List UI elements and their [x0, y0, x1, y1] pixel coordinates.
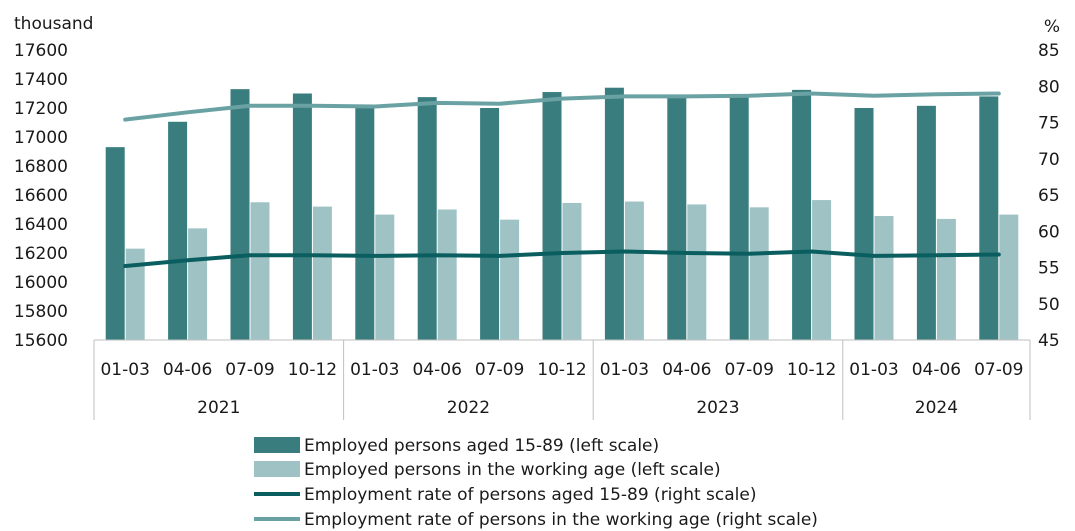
left-tick-label: 17200 — [14, 99, 68, 119]
line-rate-15-89 — [123, 249, 1001, 268]
bar-series — [105, 87, 1019, 341]
left-tick-label: 17000 — [14, 128, 68, 148]
line-rate-working-age — [123, 91, 1001, 122]
bar-employed-working-age — [999, 214, 1019, 340]
x-tick-label: 10-12 — [288, 360, 337, 380]
legend-label: Employment rate of persons in the workin… — [304, 510, 818, 530]
bar-employed-15-89 — [667, 95, 687, 340]
left-tick-label: 16800 — [14, 157, 68, 177]
bar-employed-working-age — [749, 207, 769, 340]
x-tick-label: 07-09 — [225, 360, 274, 380]
left-tick-label: 15800 — [14, 302, 68, 322]
x-tick-label: 04-06 — [163, 360, 212, 380]
left-tick-label: 15600 — [14, 331, 68, 351]
bar-employed-working-age — [437, 209, 457, 340]
x-tick-label: 10-12 — [787, 360, 836, 380]
x-tick-label: 04-06 — [662, 360, 711, 380]
bar-employed-working-age — [188, 228, 208, 340]
left-axis-unit: thousand — [14, 14, 93, 34]
bar-employed-15-89 — [542, 92, 562, 340]
bar-employed-15-89 — [230, 89, 250, 341]
bar-employed-working-age — [500, 219, 520, 340]
bar-employed-working-age — [375, 214, 395, 340]
bar-employed-working-age — [125, 248, 145, 340]
legend-label: Employed persons in the working age (lef… — [304, 460, 721, 480]
x-tick-label: 01-03 — [100, 360, 149, 380]
bar-employed-working-age — [936, 218, 956, 340]
x-tick-label: 10-12 — [537, 360, 586, 380]
bar-employed-15-89 — [979, 96, 999, 341]
right-tick-label: 55 — [1038, 259, 1060, 279]
right-tick-label: 85 — [1038, 41, 1060, 61]
bar-employed-working-age — [624, 201, 644, 340]
right-tick-label: 75 — [1038, 114, 1060, 134]
left-tick-label: 17400 — [14, 70, 68, 90]
x-tick-label: 07-09 — [724, 360, 773, 380]
bar-employed-working-age — [812, 200, 832, 340]
legend-label: Employed persons aged 15-89 (left scale) — [304, 436, 659, 456]
left-tick-label: 17600 — [14, 41, 68, 61]
left-tick-label: 16600 — [14, 186, 68, 206]
bar-employed-working-age — [562, 202, 582, 340]
year-label: 2022 — [447, 398, 490, 418]
year-label: 2021 — [197, 398, 240, 418]
legend-label: Employment rate of persons aged 15-89 (r… — [304, 485, 756, 505]
left-tick-label: 16400 — [14, 215, 68, 235]
left-axis-ticks: 15600 15800 16000 16200 16400 16600 16800 17000… — [14, 41, 68, 351]
bar-employed-15-89 — [417, 97, 437, 340]
bar-employed-15-89 — [916, 105, 936, 340]
x-tick-label: 01-03 — [849, 360, 898, 380]
x-axis: 01-03 04-06 07-09 10-12 01-03 04-06 07-09 10-12… — [93, 339, 1031, 420]
bar-employed-working-age — [687, 204, 707, 340]
year-label: 2023 — [696, 398, 739, 418]
bar-employed-15-89 — [168, 121, 188, 341]
bar-employed-15-89 — [355, 105, 375, 340]
right-tick-label: 80 — [1038, 77, 1060, 97]
x-tick-label: 01-03 — [600, 360, 649, 380]
right-axis-ticks: 45 50 55 60 65 70 75 80 85 — [1038, 41, 1060, 351]
year-label: 2024 — [915, 398, 958, 418]
bar-employed-15-89 — [729, 94, 749, 340]
bar-employed-working-age — [250, 202, 270, 340]
bar-employed-15-89 — [105, 147, 125, 340]
line-series — [123, 91, 1001, 268]
right-tick-label: 50 — [1038, 295, 1060, 315]
left-tick-label: 16200 — [14, 244, 68, 264]
right-tick-label: 65 — [1038, 186, 1060, 206]
x-tick-label: 01-03 — [350, 360, 399, 380]
right-axis-unit: % — [1044, 17, 1060, 37]
bar-employed-15-89 — [604, 87, 624, 340]
right-tick-label: 70 — [1038, 150, 1060, 170]
left-tick-label: 16000 — [14, 273, 68, 293]
x-tick-label: 04-06 — [912, 360, 961, 380]
x-tick-label: 07-09 — [974, 360, 1023, 380]
x-tick-label: 04-06 — [412, 360, 461, 380]
bar-employed-15-89 — [292, 93, 312, 340]
bar-employed-15-89 — [792, 89, 812, 340]
right-tick-label: 60 — [1038, 222, 1060, 242]
x-tick-label: 07-09 — [475, 360, 524, 380]
right-tick-label: 45 — [1038, 331, 1060, 351]
bar-employed-working-age — [312, 206, 332, 340]
bar-employed-working-age — [874, 216, 894, 340]
legend-swatch-bar — [254, 461, 300, 477]
legend-swatch-bar — [254, 437, 300, 453]
bar-employed-15-89 — [480, 108, 500, 340]
legend: Employed persons aged 15-89 (left scale)… — [254, 436, 818, 530]
bar-employed-15-89 — [854, 108, 874, 340]
